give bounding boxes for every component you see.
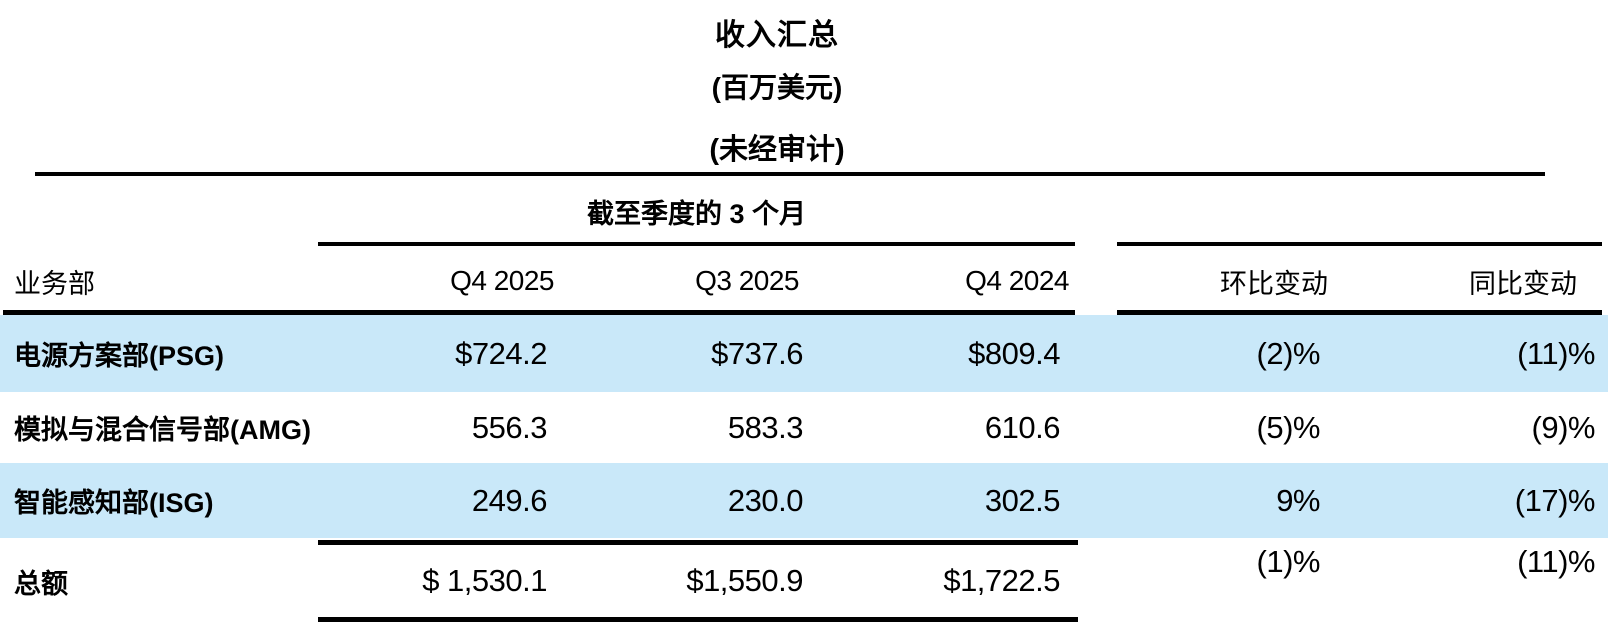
changes-group-rule <box>1117 242 1602 246</box>
value-q3-2025: 583.3 <box>727 409 804 445</box>
column-header-qoq-change: 环比变动 <box>1220 268 1328 299</box>
total-label: 总额 <box>14 568 68 599</box>
value-qoq-change: (5)% <box>1256 409 1321 445</box>
total-qoq-change: (1)% <box>1256 544 1321 579</box>
table-row-total: 总额 $ 1,530.1 $1,550.9 $1,722.5 (1)% (11)… <box>0 544 1608 617</box>
value-q4-2024: 610.6 <box>984 409 1061 445</box>
page-title: 收入汇总 <box>715 19 839 52</box>
value-q3-2025: $737.6 <box>711 335 803 371</box>
quarters-group-rule <box>318 242 1075 246</box>
value-yoy-change: (9)% <box>1531 409 1596 445</box>
value-q4-2025: 249.6 <box>471 482 548 518</box>
column-header-q4-2024: Q4 2024 <box>965 265 1069 296</box>
total-q4-2025: $ 1,530.1 <box>422 563 547 598</box>
table-header-row: 业务部 Q4 2025 Q3 2025 Q4 2024 环比变动 同比变动 <box>0 252 1608 310</box>
column-header-yoy-change: 同比变动 <box>1469 268 1577 299</box>
total-q3-2025: $1,550.9 <box>686 563 803 598</box>
value-qoq-change: 9% <box>1276 482 1320 518</box>
value-q4-2025: $724.2 <box>455 335 547 371</box>
total-yoy-change: (11)% <box>1517 544 1595 579</box>
title-divider-rule <box>35 172 1545 176</box>
column-header-q3-2025: Q3 2025 <box>695 265 799 296</box>
header-rule-right <box>1117 310 1602 315</box>
title-units: (百万美元) <box>711 72 843 103</box>
value-q4-2024: 302.5 <box>984 482 1061 518</box>
segment-label: 智能感知部(ISG) <box>14 488 214 518</box>
total-top-rule <box>318 540 1078 545</box>
value-q4-2025: 556.3 <box>471 409 548 445</box>
total-q4-2024: $1,722.5 <box>943 563 1060 598</box>
value-yoy-change: (17)% <box>1514 482 1596 518</box>
value-qoq-change: (2)% <box>1256 335 1321 371</box>
total-bottom-rule <box>318 617 1078 622</box>
segment-label: 电源方案部(PSG) <box>14 341 225 371</box>
table-row-isg: 智能感知部(ISG) 249.6 230.0 302.5 9% (17)% <box>0 463 1608 538</box>
table-row-psg: 电源方案部(PSG) $724.2 $737.6 $809.4 (2)% (11… <box>0 315 1608 392</box>
value-q4-2024: $809.4 <box>968 335 1060 371</box>
table-row-amg: 模拟与混合信号部(AMG) 556.3 583.3 610.6 (5)% (9)… <box>0 392 1608 463</box>
value-yoy-change: (11)% <box>1517 335 1595 371</box>
value-q3-2025: 230.0 <box>727 482 804 518</box>
header-rule-left <box>3 310 1075 315</box>
title-unaudited: (未经审计) <box>709 134 845 166</box>
quarters-group-header: 截至季度的 3 个月 <box>586 199 807 229</box>
column-header-segment: 业务部 <box>14 268 95 299</box>
segment-label: 模拟与混合信号部(AMG) <box>14 415 311 445</box>
column-header-q4-2025: Q4 2025 <box>450 265 554 296</box>
